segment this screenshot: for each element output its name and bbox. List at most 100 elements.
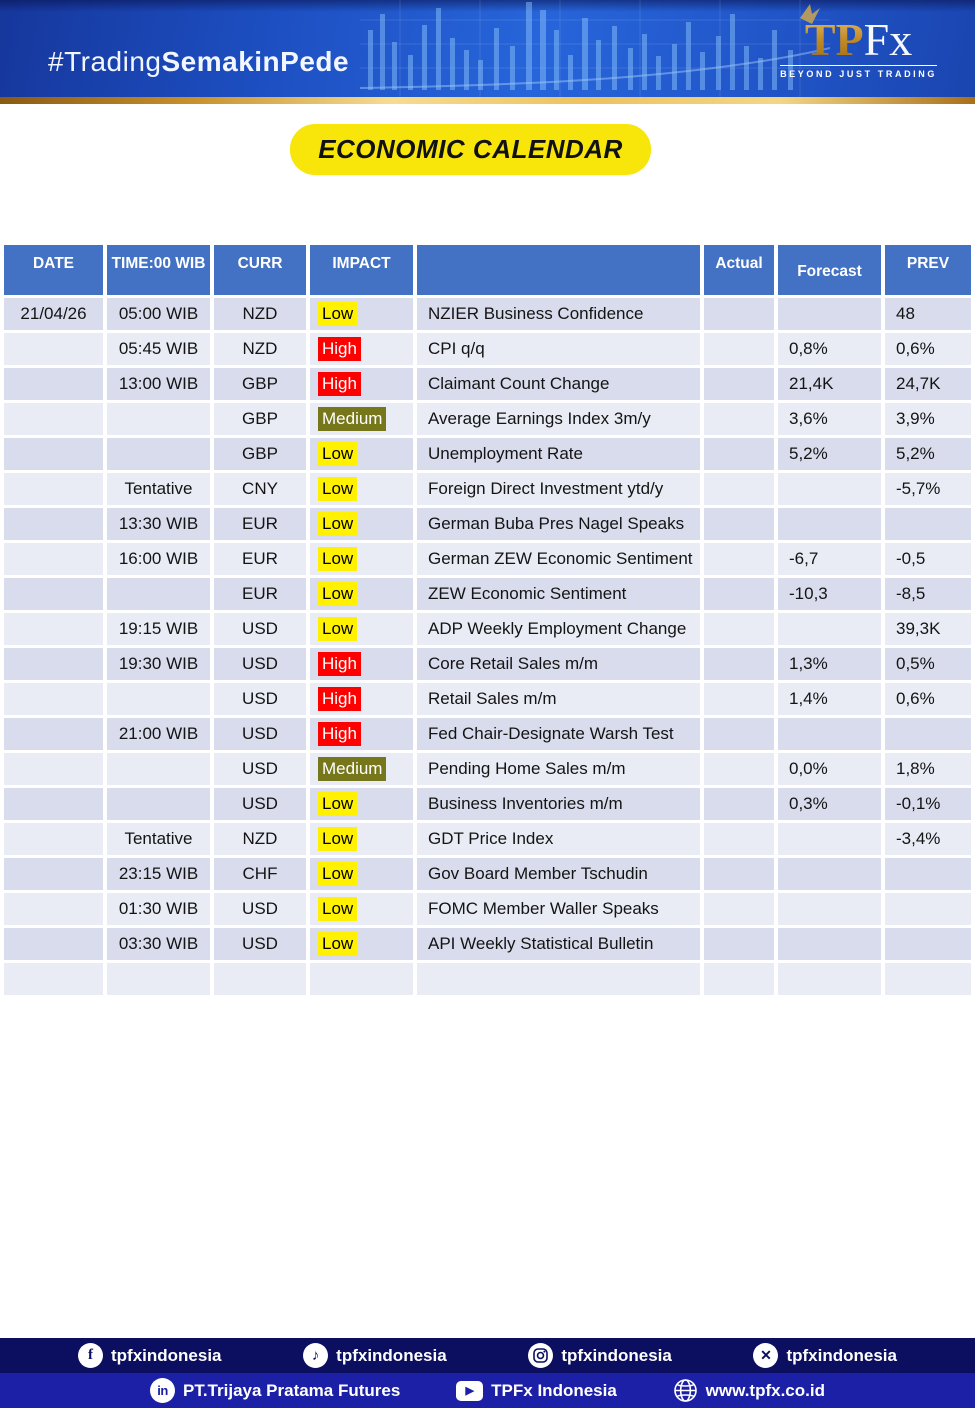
column-header-date: DATE bbox=[4, 245, 103, 295]
footer-company-bar: in PT.Trijaya Pratama Futures ▶ TPFx Indone… bbox=[0, 1373, 975, 1408]
impact-badge: Medium bbox=[318, 757, 387, 781]
actual-cell bbox=[704, 403, 774, 435]
actual-cell bbox=[704, 788, 774, 820]
impact-badge: High bbox=[318, 337, 361, 361]
forecast-cell bbox=[778, 823, 881, 855]
column-header-prev: PREV bbox=[885, 245, 971, 295]
time-cell bbox=[107, 578, 210, 610]
curr-cell: GBP bbox=[214, 403, 306, 435]
event-cell: Pending Home Sales m/m bbox=[417, 753, 700, 785]
impact-cell: Medium bbox=[310, 403, 413, 435]
time-cell: 05:45 WIB bbox=[107, 333, 210, 365]
prev-cell: 0,6% bbox=[885, 333, 971, 365]
prev-cell bbox=[885, 858, 971, 890]
time-cell: 19:30 WIB bbox=[107, 648, 210, 680]
time-cell: 05:00 WIB bbox=[107, 298, 210, 330]
impact-badge: Low bbox=[318, 827, 358, 851]
time-cell: 03:30 WIB bbox=[107, 928, 210, 960]
curr-cell: USD bbox=[214, 893, 306, 925]
impact-badge: Low bbox=[318, 442, 358, 466]
impact-badge: Low bbox=[318, 477, 358, 501]
social-link-youtube[interactable]: ▶ TPFx Indonesia bbox=[456, 1380, 617, 1401]
date-cell bbox=[4, 788, 103, 820]
date-cell bbox=[4, 683, 103, 715]
impact-badge: Low bbox=[318, 617, 358, 641]
table-row: 01:30 WIB USD Low FOMC Member Waller Speaks bbox=[4, 893, 971, 925]
social-link-x[interactable]: ✕ tpfxindonesia bbox=[753, 1343, 897, 1368]
curr-cell: USD bbox=[214, 648, 306, 680]
forecast-cell: 0,0% bbox=[778, 753, 881, 785]
table-row: 19:15 WIB USD Low ADP Weekly Employment Cha… bbox=[4, 613, 971, 645]
forecast-cell bbox=[778, 928, 881, 960]
curr-cell: USD bbox=[214, 753, 306, 785]
curr-cell: EUR bbox=[214, 543, 306, 575]
forecast-cell: 1,4% bbox=[778, 683, 881, 715]
impact-badge: High bbox=[318, 687, 361, 711]
social-link-facebook[interactable]: f tpfxindonesia bbox=[78, 1343, 222, 1368]
impact-cell: High bbox=[310, 683, 413, 715]
event-cell: Gov Board Member Tschudin bbox=[417, 858, 700, 890]
actual-cell bbox=[704, 858, 774, 890]
time-cell: 23:15 WIB bbox=[107, 858, 210, 890]
impact-cell: High bbox=[310, 368, 413, 400]
impact-cell: Low bbox=[310, 788, 413, 820]
curr-cell: EUR bbox=[214, 578, 306, 610]
table-row: 13:00 WIB GBP High Claimant Count Change 21,… bbox=[4, 368, 971, 400]
column-header-event bbox=[417, 245, 700, 295]
event-cell: FOMC Member Waller Speaks bbox=[417, 893, 700, 925]
table-row: Tentative CNY Low Foreign Direct Investment… bbox=[4, 473, 971, 505]
forecast-cell bbox=[778, 473, 881, 505]
social-link-instagram[interactable]: tpfxindonesia bbox=[528, 1343, 672, 1368]
date-cell bbox=[4, 753, 103, 785]
curr-cell: CNY bbox=[214, 473, 306, 505]
time-cell: 21:00 WIB bbox=[107, 718, 210, 750]
forecast-cell: 0,3% bbox=[778, 788, 881, 820]
prev-cell: -8,5 bbox=[885, 578, 971, 610]
forecast-cell: -10,3 bbox=[778, 578, 881, 610]
impact-cell: Low bbox=[310, 613, 413, 645]
column-header-time-00-wib: TIME:00 WIB bbox=[107, 245, 210, 295]
prev-cell: 24,7K bbox=[885, 368, 971, 400]
prev-cell: 0,5% bbox=[885, 648, 971, 680]
event-cell: Foreign Direct Investment ytd/y bbox=[417, 473, 700, 505]
actual-cell bbox=[704, 823, 774, 855]
forecast-cell: -6,7 bbox=[778, 543, 881, 575]
impact-cell: Low bbox=[310, 928, 413, 960]
actual-cell bbox=[704, 578, 774, 610]
impact-cell: Low bbox=[310, 543, 413, 575]
time-cell bbox=[107, 438, 210, 470]
impact-badge: Low bbox=[318, 792, 358, 816]
prev-cell: 0,6% bbox=[885, 683, 971, 715]
actual-cell bbox=[704, 718, 774, 750]
date-cell bbox=[4, 893, 103, 925]
event-cell: Claimant Count Change bbox=[417, 368, 700, 400]
social-label: TPFx Indonesia bbox=[491, 1380, 617, 1400]
actual-cell bbox=[704, 438, 774, 470]
event-cell: Core Retail Sales m/m bbox=[417, 648, 700, 680]
column-header-impact: IMPACT bbox=[310, 245, 413, 295]
curr-cell: GBP bbox=[214, 368, 306, 400]
actual-cell bbox=[704, 753, 774, 785]
table-row: 19:30 WIB USD High Core Retail Sales m/m 1,3… bbox=[4, 648, 971, 680]
economic-calendar-table: DATE TIME:00 WIB CURR IMPACT Actual Forecast P… bbox=[0, 242, 975, 998]
column-header-actual: Actual bbox=[704, 245, 774, 295]
globe-icon bbox=[673, 1378, 698, 1403]
impact-cell: High bbox=[310, 333, 413, 365]
footer-social-bar: f tpfxindonesia ♪ tpfxindonesia tpfxindonesi… bbox=[0, 1338, 975, 1373]
time-cell bbox=[107, 403, 210, 435]
prev-cell: -0,1% bbox=[885, 788, 971, 820]
table-row: USD Medium Pending Home Sales m/m 0,0% 1,8% bbox=[4, 753, 971, 785]
prev-cell bbox=[885, 893, 971, 925]
forecast-cell bbox=[778, 508, 881, 540]
social-link-globe[interactable]: www.tpfx.co.id bbox=[673, 1378, 825, 1403]
forecast-cell bbox=[778, 893, 881, 925]
time-cell bbox=[107, 753, 210, 785]
date-cell bbox=[4, 823, 103, 855]
curr-cell: USD bbox=[214, 928, 306, 960]
social-link-tiktok[interactable]: ♪ tpfxindonesia bbox=[303, 1343, 447, 1368]
date-cell bbox=[4, 508, 103, 540]
social-link-linkedin[interactable]: in PT.Trijaya Pratama Futures bbox=[150, 1378, 400, 1403]
event-cell bbox=[417, 963, 700, 995]
impact-badge: High bbox=[318, 722, 361, 746]
impact-cell: Low bbox=[310, 508, 413, 540]
